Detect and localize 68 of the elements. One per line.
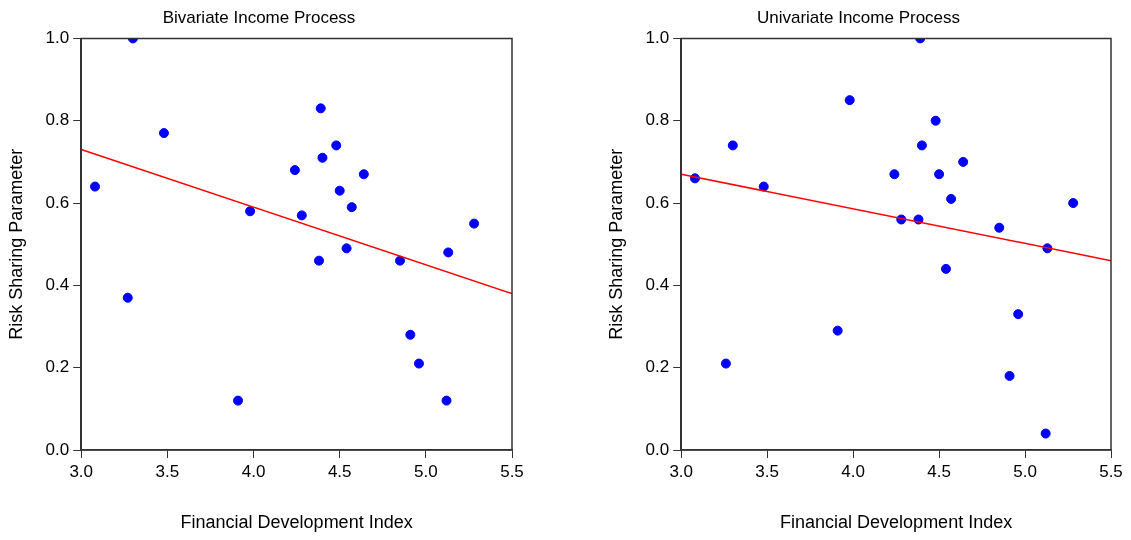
chart-title: Univariate Income Process: [756, 7, 961, 27]
y-tick-label: 0.8: [645, 110, 670, 130]
x-tick-label: 3.0: [669, 461, 694, 481]
point: [233, 395, 244, 406]
y-tick-label: 0.6: [45, 192, 70, 212]
y-tick-label: 0.2: [645, 357, 670, 377]
point: [934, 169, 945, 180]
point: [1013, 309, 1024, 320]
x-tick-label: 3.5: [755, 461, 780, 481]
point: [441, 395, 452, 406]
point: [1004, 370, 1015, 381]
point: [341, 243, 352, 254]
point: [122, 292, 133, 303]
point: [443, 247, 454, 258]
y-tick-label: 0.8: [45, 110, 70, 130]
point: [334, 185, 345, 196]
x-tick-label: 4.0: [241, 461, 266, 481]
point: [720, 358, 731, 369]
x-tick-label: 5.5: [1099, 461, 1123, 481]
x-tick-label: 3.0: [69, 461, 94, 481]
point: [289, 165, 300, 176]
x-tick-label: 3.5: [155, 461, 180, 481]
y-axis-title: Risk Sharing Parameter: [605, 148, 626, 340]
y-tick-label: 0.0: [45, 439, 70, 459]
point: [469, 218, 480, 229]
y-tick-label: 1.0: [45, 28, 70, 48]
y-axis-title: Risk Sharing Parameter: [5, 148, 26, 340]
point: [994, 222, 1005, 233]
y-tick-label: 0.2: [45, 357, 70, 377]
point: [727, 140, 738, 151]
y-tick-label: 1.0: [645, 28, 670, 48]
x-tick-label: 4.5: [327, 461, 352, 481]
y-tick-label: 0.6: [645, 192, 670, 212]
x-tick-label: 4.0: [841, 461, 865, 481]
point: [245, 206, 256, 217]
point: [158, 128, 169, 139]
y-tick-label: 0.4: [45, 275, 70, 295]
point: [395, 255, 405, 266]
chart-title: Bivariate Income Process: [162, 7, 356, 27]
x-tick-label: 5.0: [1013, 461, 1037, 481]
point: [405, 329, 416, 340]
point: [844, 95, 855, 106]
point: [916, 140, 927, 151]
y-tick-label: 0.4: [645, 275, 670, 295]
x-tick-label: 4.5: [927, 461, 951, 481]
point: [314, 255, 325, 266]
x-axis-title: Financial Development Index: [180, 512, 413, 533]
point: [832, 325, 843, 336]
point: [315, 103, 326, 114]
point: [940, 263, 951, 274]
point: [946, 193, 957, 204]
point: [958, 156, 969, 167]
point: [358, 169, 369, 180]
point: [296, 210, 307, 221]
point: [413, 358, 424, 369]
x-tick-label: 5.0: [414, 461, 438, 481]
point: [317, 152, 328, 163]
point: [346, 202, 357, 213]
x-tick-label: 5.5: [500, 461, 524, 481]
point: [331, 140, 342, 151]
point: [930, 115, 941, 126]
point: [889, 169, 900, 180]
point: [1040, 428, 1051, 439]
point: [758, 181, 769, 192]
point: [90, 181, 101, 192]
point: [1068, 198, 1079, 209]
y-tick-label: 0.0: [645, 439, 670, 459]
x-axis-title: Financial Development Index: [780, 512, 1013, 533]
